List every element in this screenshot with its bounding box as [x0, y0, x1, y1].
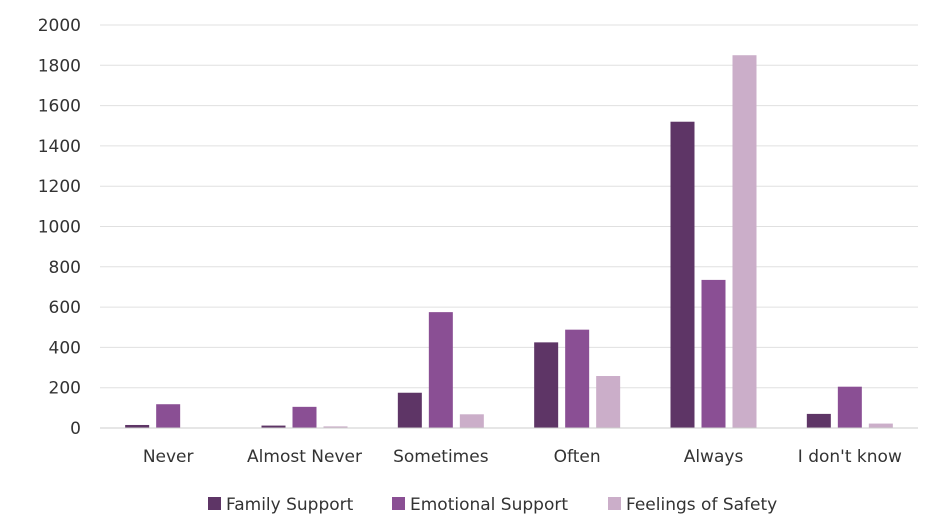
bar [868, 423, 893, 428]
bar [596, 376, 621, 428]
bar [397, 392, 422, 428]
x-category-label: Often [554, 447, 601, 467]
gridlines [100, 24, 918, 389]
y-tick-label: 800 [49, 258, 81, 278]
bar [701, 279, 726, 428]
y-tick-label: 200 [49, 379, 81, 399]
bar [670, 121, 695, 428]
x-category-label: Almost Never [247, 447, 362, 467]
bar [323, 426, 348, 428]
y-tick-label: 0 [70, 419, 81, 439]
legend-label: Feelings of Safety [626, 495, 777, 515]
y-tick-label: 1600 [38, 97, 81, 117]
y-tick-label: 2000 [38, 16, 81, 36]
legend-label: Family Support [226, 495, 354, 515]
y-tick-label: 1800 [38, 56, 81, 76]
legend: Family Support Emotional Support Feelings … [208, 495, 777, 515]
bar [125, 424, 150, 428]
legend-swatch [208, 497, 221, 510]
legend-label: Emotional Support [410, 495, 568, 515]
x-category-label: Sometimes [393, 447, 489, 467]
bar [732, 55, 757, 428]
bar [459, 414, 484, 428]
bar [806, 413, 831, 428]
legend-swatch [392, 497, 405, 510]
legend-swatch [608, 497, 621, 510]
y-tick-label: 1200 [38, 177, 81, 197]
x-category-label: Never [143, 447, 194, 467]
bar [565, 329, 590, 428]
bar [292, 406, 317, 428]
bar [837, 386, 862, 428]
x-axis-category-labels: Never Almost Never Sometimes Often Always I d… [143, 447, 902, 467]
bar [428, 312, 453, 428]
y-tick-label: 600 [49, 298, 81, 318]
y-tick-label: 400 [49, 338, 81, 358]
y-tick-label: 1400 [38, 137, 81, 157]
bars [125, 55, 893, 428]
bar [534, 342, 559, 428]
bar [261, 425, 286, 428]
bar [156, 404, 181, 428]
x-category-label: I don't know [798, 447, 902, 467]
y-tick-label: 1000 [38, 218, 81, 238]
y-axis-tick-labels: 0 200 400 600 800 1000 1200 1400 1600 1800 2000 [38, 16, 81, 439]
x-category-label: Always [684, 447, 744, 467]
